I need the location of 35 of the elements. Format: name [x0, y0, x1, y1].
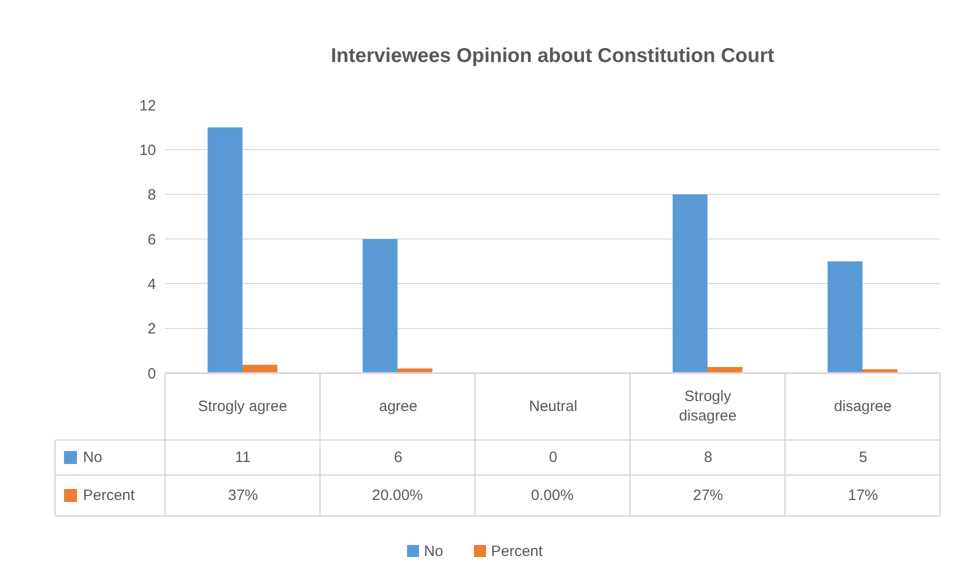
- legend-label: No: [83, 449, 102, 466]
- legend-label: Percent: [83, 487, 136, 504]
- y-tick-label: 2: [148, 320, 156, 338]
- bar: [362, 239, 398, 373]
- x-tick-label: agree: [379, 398, 418, 415]
- bar: [672, 194, 708, 373]
- x-tick-label: Strogly disagree: [679, 388, 737, 424]
- bar: [242, 364, 278, 373]
- y-tick-label: 4: [148, 276, 156, 293]
- x-tick-label: disagree: [834, 398, 892, 415]
- bar: [862, 369, 898, 373]
- data-label: 0: [549, 449, 558, 466]
- text: No: [424, 543, 444, 560]
- data-label: 8: [704, 449, 712, 466]
- chart-title: Interviewees Opinion about Constitution Court: [330, 45, 774, 67]
- data-label: 17%: [848, 487, 878, 504]
- data-label: 11: [235, 449, 251, 466]
- y-tick-label: 12: [139, 97, 156, 114]
- bar: [708, 366, 742, 373]
- y-tick-label: 8: [148, 186, 156, 204]
- y-tick-label: 0: [148, 365, 156, 382]
- y-tick-label: 10: [139, 142, 156, 159]
- data-label: 5: [859, 449, 868, 466]
- data-label: 27%: [693, 487, 724, 504]
- x-tick-label: Neutral: [529, 398, 578, 415]
- data-label: 20.00%: [372, 487, 423, 504]
- bar: [208, 127, 242, 373]
- data-label: 0.00%: [531, 487, 574, 504]
- text: Percent: [491, 543, 543, 560]
- bar: [828, 261, 862, 373]
- data-label: 37%: [228, 487, 258, 504]
- x-tick-label: Strogly agree: [198, 398, 288, 415]
- y-tick-label: 6: [148, 231, 156, 248]
- bar: [398, 368, 432, 373]
- data-label: 6: [394, 449, 402, 466]
